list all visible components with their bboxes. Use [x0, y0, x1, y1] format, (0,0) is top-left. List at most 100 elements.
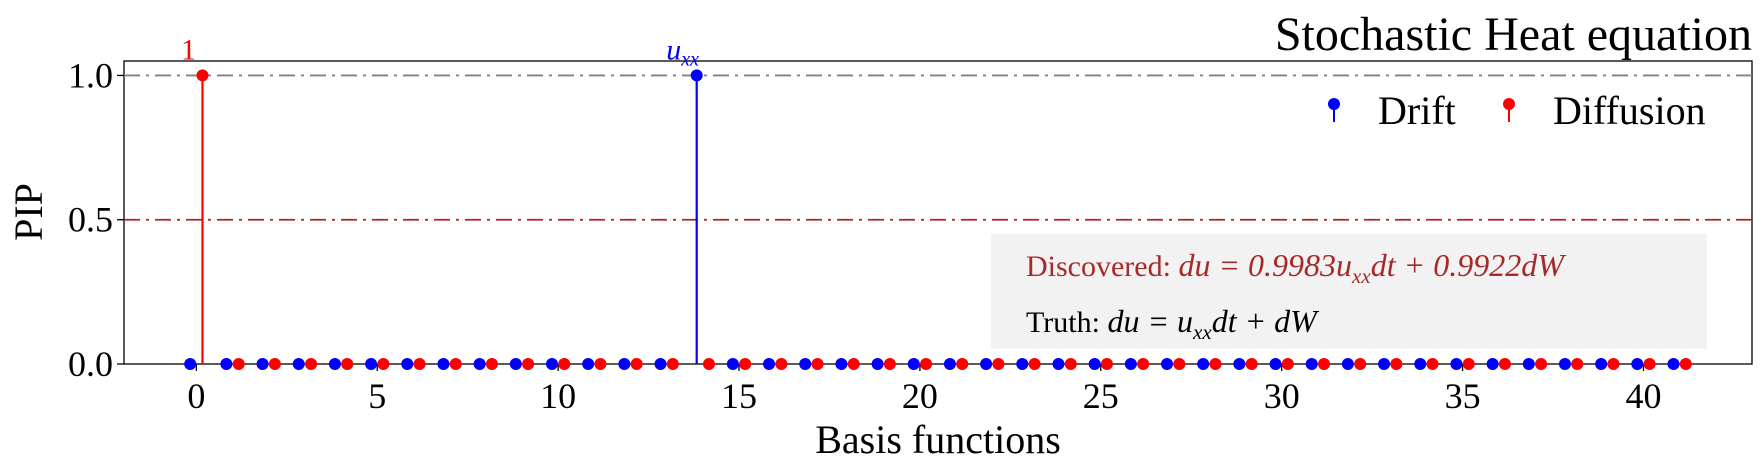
drift-marker — [184, 358, 197, 370]
drift-marker — [871, 358, 884, 370]
drift-marker — [1197, 358, 1210, 370]
drift-marker — [1595, 358, 1608, 370]
diffusion-marker — [1462, 358, 1475, 370]
peak-annotation-main: u — [666, 33, 681, 66]
diffusion-marker — [811, 358, 824, 370]
legend-diffusion-marker — [1503, 98, 1515, 110]
diffusion-marker — [449, 358, 462, 370]
diffusion-marker — [1390, 358, 1403, 370]
truth-eq-main: du = u — [1107, 303, 1193, 339]
discovered-eq-rest: dt + 0.9922dW — [1371, 247, 1567, 283]
x-tick-label: 0 — [187, 376, 205, 416]
diffusion-marker — [1354, 358, 1367, 370]
diffusion-marker — [485, 358, 498, 370]
drift-marker — [1414, 358, 1427, 370]
diffusion-marker — [1064, 358, 1077, 370]
drift-marker — [907, 358, 920, 370]
diffusion-marker — [196, 69, 209, 82]
x-tick-label: 40 — [1625, 376, 1661, 416]
drift-marker — [1016, 358, 1029, 370]
truth-eq-sub: xx — [1192, 320, 1212, 344]
diffusion-marker — [1137, 358, 1150, 370]
diffusion-marker — [594, 358, 607, 370]
drift-marker — [1305, 358, 1318, 370]
drift-marker — [545, 358, 558, 370]
peak-annotation-sub: xx — [680, 48, 699, 70]
truth-label: Truth: — [1026, 306, 1107, 339]
discovered-eq-main: du = 0.9983u — [1178, 247, 1352, 283]
drift-marker — [1052, 358, 1065, 370]
truth-equation: Truth: du = uxxdt + dW — [1026, 303, 1320, 344]
x-tick-label: 10 — [540, 376, 576, 416]
drift-marker — [1450, 358, 1463, 370]
y-tick-label: 0.0 — [68, 344, 113, 384]
diffusion-marker — [232, 358, 245, 370]
diffusion-marker — [305, 358, 318, 370]
drift-marker — [835, 358, 848, 370]
y-tick-label: 1.0 — [68, 55, 113, 95]
drift-marker — [328, 358, 341, 370]
discovered-eq-sub: xx — [1351, 264, 1371, 288]
x-tick-label: 5 — [368, 376, 386, 416]
diffusion-marker — [775, 358, 788, 370]
drift-marker — [1486, 358, 1499, 370]
x-tick-label: 15 — [721, 376, 757, 416]
diffusion-marker — [1281, 358, 1294, 370]
diffusion-marker — [666, 358, 679, 370]
discovered-label: Discovered: — [1026, 250, 1178, 283]
legend-drift-marker — [1328, 98, 1340, 110]
reference-lines — [124, 74, 1752, 221]
diffusion-marker — [956, 358, 969, 370]
drift-marker — [473, 358, 486, 370]
x-axis-label: Basis functions — [815, 417, 1061, 462]
diffusion-marker — [847, 358, 860, 370]
diffusion-marker — [1318, 358, 1331, 370]
peak-annotation-0: 1 — [181, 33, 196, 66]
peak-annotation-1: uxx — [666, 33, 699, 70]
equation-box: Discovered: du = 0.9983uxxdt + 0.9922dW … — [991, 234, 1707, 349]
drift-marker — [582, 358, 595, 370]
drift-marker — [618, 358, 631, 370]
diffusion-marker — [1245, 358, 1258, 370]
drift-marker — [1667, 358, 1680, 370]
drift-marker — [1378, 358, 1391, 370]
drift-marker — [763, 358, 776, 370]
drift-marker — [1088, 358, 1101, 370]
drift-marker — [401, 358, 414, 370]
diffusion-marker — [522, 358, 535, 370]
drift-marker — [654, 358, 667, 370]
drift-marker — [943, 358, 956, 370]
stems — [184, 69, 1692, 370]
chart-title: Stochastic Heat equation — [1275, 8, 1752, 61]
diffusion-marker — [1679, 358, 1692, 370]
truth-eq-rest: dt + dW — [1212, 303, 1320, 339]
legend-drift-label: Drift — [1378, 88, 1456, 133]
drift-marker — [1233, 358, 1246, 370]
y-ticks: 0.0 0.5 1.0 — [68, 55, 124, 384]
diffusion-marker — [341, 358, 354, 370]
equation-box-background — [991, 234, 1707, 349]
diffusion-marker — [1426, 358, 1439, 370]
diffusion-marker — [268, 358, 281, 370]
y-axis-label: PIP — [6, 183, 51, 241]
diffusion-marker — [702, 358, 715, 370]
drift-marker — [1269, 358, 1282, 370]
drift-marker — [220, 358, 233, 370]
drift-marker — [1558, 358, 1571, 370]
diffusion-marker — [1100, 358, 1113, 370]
diffusion-marker — [883, 358, 896, 370]
diffusion-marker — [558, 358, 571, 370]
x-tick-label: 35 — [1445, 376, 1481, 416]
diffusion-marker — [413, 358, 426, 370]
drift-marker — [1124, 358, 1137, 370]
diffusion-marker — [920, 358, 933, 370]
discovered-equation: Discovered: du = 0.9983uxxdt + 0.9922dW — [1026, 247, 1567, 288]
drift-marker — [1161, 358, 1174, 370]
diffusion-marker — [1643, 358, 1656, 370]
drift-marker — [690, 69, 703, 82]
drift-marker — [365, 358, 378, 370]
drift-marker — [1631, 358, 1644, 370]
diffusion-marker — [1571, 358, 1584, 370]
diffusion-marker — [1607, 358, 1620, 370]
